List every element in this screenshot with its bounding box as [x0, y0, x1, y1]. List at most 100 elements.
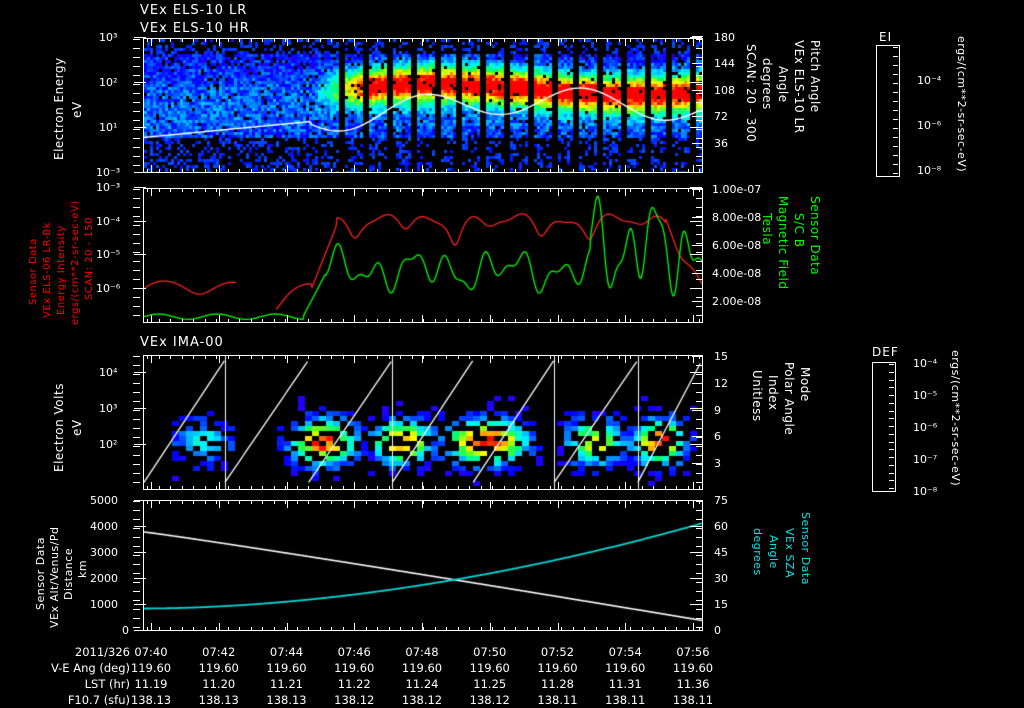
xtick-minor — [642, 486, 643, 490]
xtick-minor — [320, 188, 321, 192]
xtick-minor — [262, 355, 263, 359]
xtick-minor — [366, 169, 367, 173]
panel4-left-label-3: Distance — [62, 547, 75, 600]
xtick-minor — [297, 188, 298, 192]
panel1-title-hr: VEx ELS-10 HR — [140, 21, 250, 36]
xtick-minor — [527, 627, 528, 631]
xtick-minor — [216, 169, 217, 173]
panel4-rtick-4: 15 — [714, 598, 728, 611]
xtick-minor — [538, 486, 539, 490]
colorbar-tick — [889, 380, 894, 381]
xtick-minor — [607, 169, 608, 173]
xtick-minor — [297, 355, 298, 359]
panel3-ytick-2: 10² — [99, 438, 118, 451]
colorbar-ei-tick-0: 10⁻⁴ — [917, 74, 942, 87]
xtick-minor — [688, 500, 689, 504]
xtick-minor — [343, 486, 344, 490]
panel3-right-label-4: Unitless — [750, 370, 764, 422]
xtick-minor — [435, 486, 436, 490]
xtick-major — [287, 355, 288, 363]
xtick-minor — [251, 500, 252, 504]
ytick-major-right — [692, 143, 703, 144]
panel3-rtick-0: 15 — [714, 350, 728, 363]
xtick-minor — [366, 38, 367, 42]
xtick-minor — [193, 169, 194, 173]
xtick-minor — [170, 169, 171, 173]
xtick-minor — [446, 169, 447, 173]
xtick-minor — [515, 319, 516, 323]
xtick-minor — [538, 355, 539, 359]
ytick-major — [134, 372, 146, 373]
xtick-minor — [481, 38, 482, 42]
panel4-left-label-1: Sensor Data — [34, 537, 47, 610]
xtick-minor — [274, 627, 275, 631]
xtick-minor — [630, 500, 631, 504]
xtick-minor — [262, 319, 263, 323]
xtick-major — [287, 165, 288, 173]
xtick-minor — [262, 500, 263, 504]
bottom-cell-lst-7: 11.31 — [608, 677, 642, 691]
xtick-minor — [159, 169, 160, 173]
xtick-minor — [320, 169, 321, 173]
xtick-minor — [182, 319, 183, 323]
xtick-minor — [665, 169, 666, 173]
xtick-minor — [193, 486, 194, 490]
xtick-minor — [676, 500, 677, 504]
panel1-right-label-1: Pitch Angle — [808, 40, 822, 113]
ytick-major-right — [692, 526, 703, 527]
panel1-rtick-0: 180 — [714, 31, 735, 44]
xtick-major — [422, 165, 423, 173]
ytick-major-right — [692, 301, 703, 302]
xtick-minor — [297, 500, 298, 504]
xtick-major — [490, 623, 491, 631]
xtick-minor — [688, 169, 689, 173]
xtick-minor — [159, 627, 160, 631]
xtick-minor — [423, 486, 424, 490]
bottom-cell-times-1: 07:42 — [202, 645, 236, 659]
xtick-minor — [688, 319, 689, 323]
xtick-minor — [170, 188, 171, 192]
panel2-left-label-4: ergs/(cm**2-sr-sec-eV) — [70, 200, 81, 325]
xtick-major — [558, 38, 559, 46]
xtick-minor — [596, 319, 597, 323]
panel1-ytick-2: 10¹ — [99, 121, 118, 134]
panel3-left-minor-ticks — [133, 356, 140, 489]
xtick-minor — [584, 355, 585, 359]
xtick-minor — [584, 486, 585, 490]
xtick-minor — [343, 38, 344, 42]
xtick-minor — [331, 500, 332, 504]
xtick-minor — [469, 627, 470, 631]
xtick-minor — [251, 486, 252, 490]
xtick-minor — [596, 188, 597, 192]
colorbar-tick — [889, 457, 894, 458]
xtick-major — [151, 315, 152, 323]
bottom-cell-ve_ang-2: 119.60 — [266, 661, 307, 675]
xtick-minor — [239, 188, 240, 192]
xtick-minor — [665, 627, 666, 631]
xtick-minor — [159, 188, 160, 192]
xtick-minor — [446, 500, 447, 504]
xtick-minor — [527, 500, 528, 504]
xtick-major — [219, 188, 220, 196]
ion-energy-spectrogram — [144, 356, 702, 489]
xtick-minor — [205, 319, 206, 323]
xtick-minor — [400, 188, 401, 192]
xtick-minor — [228, 169, 229, 173]
xtick-minor — [251, 188, 252, 192]
colorbar-ei — [876, 45, 900, 177]
xtick-minor — [515, 169, 516, 173]
xtick-minor — [619, 319, 620, 323]
xtick-minor — [653, 500, 654, 504]
xtick-minor — [412, 627, 413, 631]
xtick-major — [490, 315, 491, 323]
xtick-minor — [458, 500, 459, 504]
xtick-minor — [607, 355, 608, 359]
xtick-minor — [216, 188, 217, 192]
xtick-minor — [469, 38, 470, 42]
bottom-cell-times-4: 07:48 — [405, 645, 439, 659]
xtick-minor — [228, 355, 229, 359]
xtick-minor — [688, 486, 689, 490]
xtick-major — [490, 482, 491, 490]
xtick-major — [625, 355, 626, 363]
panel1-rtick-2: 108 — [714, 84, 735, 97]
